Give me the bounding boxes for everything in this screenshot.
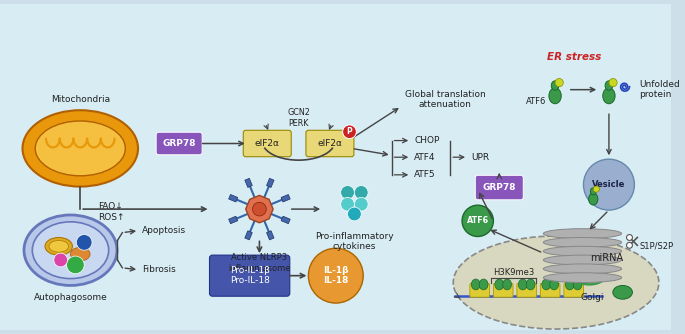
Text: P: P [347, 127, 352, 136]
Ellipse shape [71, 247, 90, 261]
Ellipse shape [590, 188, 596, 195]
Circle shape [627, 234, 632, 240]
FancyBboxPatch shape [156, 132, 202, 155]
Text: Unfolded
protein: Unfolded protein [639, 80, 680, 99]
FancyBboxPatch shape [266, 178, 274, 187]
Ellipse shape [605, 81, 613, 90]
Ellipse shape [23, 110, 138, 187]
Text: S1P/S2P: S1P/S2P [639, 242, 673, 251]
Circle shape [66, 256, 84, 274]
Ellipse shape [565, 279, 574, 290]
Circle shape [609, 78, 617, 87]
FancyBboxPatch shape [564, 284, 584, 297]
Circle shape [76, 234, 92, 250]
Text: ATF4: ATF4 [414, 153, 436, 162]
FancyBboxPatch shape [540, 284, 560, 297]
Ellipse shape [603, 88, 615, 104]
Text: UPR: UPR [471, 153, 489, 162]
Ellipse shape [35, 121, 125, 176]
Ellipse shape [526, 279, 535, 290]
Circle shape [308, 248, 363, 303]
Text: ATF6: ATF6 [526, 97, 547, 106]
Circle shape [340, 186, 354, 199]
Ellipse shape [543, 246, 622, 256]
Ellipse shape [49, 240, 68, 252]
FancyBboxPatch shape [493, 284, 513, 297]
Circle shape [555, 78, 563, 87]
Text: Mitochondria: Mitochondria [51, 95, 110, 104]
Text: Golgi: Golgi [580, 293, 604, 302]
FancyBboxPatch shape [281, 194, 290, 202]
Text: Pro-IL-1β
Pro-IL-18: Pro-IL-1β Pro-IL-18 [229, 266, 270, 285]
Text: Global translation
attenuation: Global translation attenuation [405, 90, 486, 109]
FancyBboxPatch shape [229, 216, 238, 224]
Circle shape [462, 205, 493, 236]
Circle shape [340, 197, 354, 211]
Ellipse shape [519, 279, 527, 290]
Ellipse shape [45, 237, 73, 255]
Ellipse shape [588, 193, 598, 205]
Ellipse shape [495, 279, 503, 290]
Text: Active NLRP3
inflammasome: Active NLRP3 inflammasome [228, 253, 290, 273]
Circle shape [584, 159, 634, 210]
Ellipse shape [551, 81, 559, 90]
Text: miRNA: miRNA [590, 253, 623, 263]
Circle shape [354, 186, 368, 199]
Text: eIF2α: eIF2α [317, 139, 342, 148]
Ellipse shape [542, 279, 551, 290]
Ellipse shape [543, 229, 622, 238]
Ellipse shape [543, 237, 622, 247]
Text: ATF5: ATF5 [414, 170, 436, 179]
Ellipse shape [32, 222, 109, 279]
Ellipse shape [543, 273, 622, 283]
Ellipse shape [471, 279, 480, 290]
FancyBboxPatch shape [245, 231, 252, 240]
Text: FAO↓
ROS↑: FAO↓ ROS↑ [98, 202, 125, 222]
Text: Apoptosis: Apoptosis [142, 226, 186, 235]
Text: CHOP: CHOP [414, 136, 440, 145]
Ellipse shape [573, 279, 582, 290]
Text: Pro-inflammatory
cytokines: Pro-inflammatory cytokines [315, 231, 394, 251]
Text: H3K9me3: H3K9me3 [493, 268, 534, 277]
Text: ATF6: ATF6 [466, 216, 489, 225]
Ellipse shape [549, 88, 561, 104]
Text: Vesicle: Vesicle [593, 180, 625, 189]
Ellipse shape [453, 236, 659, 329]
FancyBboxPatch shape [266, 231, 274, 240]
Circle shape [342, 125, 356, 139]
FancyBboxPatch shape [229, 194, 238, 202]
Ellipse shape [549, 279, 558, 290]
FancyBboxPatch shape [517, 284, 536, 297]
FancyBboxPatch shape [245, 178, 252, 187]
FancyBboxPatch shape [281, 216, 290, 224]
FancyBboxPatch shape [306, 130, 354, 157]
Circle shape [354, 197, 368, 211]
Ellipse shape [503, 279, 512, 290]
Ellipse shape [479, 279, 488, 290]
Ellipse shape [543, 264, 622, 274]
Ellipse shape [613, 286, 632, 299]
Circle shape [54, 253, 68, 267]
FancyBboxPatch shape [470, 284, 490, 297]
Text: GCN2
PERK: GCN2 PERK [287, 108, 310, 128]
Text: ER stress: ER stress [547, 52, 601, 62]
Circle shape [593, 186, 599, 192]
Text: GRP78: GRP78 [482, 183, 516, 192]
Ellipse shape [543, 255, 622, 265]
Circle shape [627, 242, 632, 248]
Text: eIF2α: eIF2α [255, 139, 279, 148]
Text: GRP78: GRP78 [162, 139, 196, 148]
FancyBboxPatch shape [243, 130, 291, 157]
Circle shape [253, 202, 266, 216]
Text: Autophagosome: Autophagosome [34, 293, 108, 302]
Circle shape [347, 207, 361, 221]
FancyBboxPatch shape [475, 175, 523, 200]
Ellipse shape [24, 215, 117, 286]
Text: IL-1β
IL-18: IL-1β IL-18 [323, 266, 349, 285]
FancyBboxPatch shape [210, 255, 290, 296]
Text: Fibrosis: Fibrosis [142, 265, 175, 274]
